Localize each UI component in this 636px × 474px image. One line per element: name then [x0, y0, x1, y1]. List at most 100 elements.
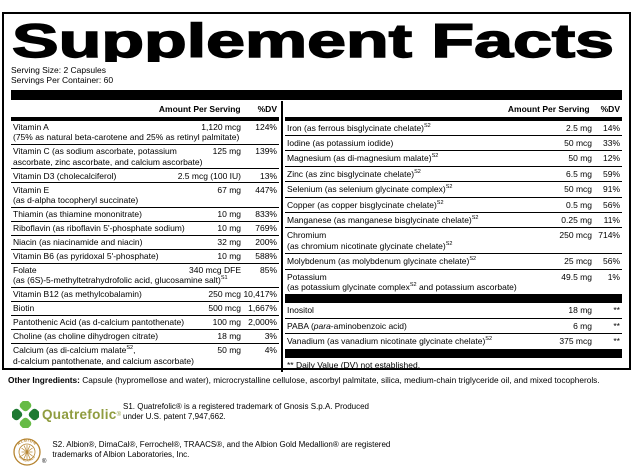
nutrient-detail: (as potassium glycinate complexS2 and po… [287, 281, 517, 292]
nutrient-detail: (as d-alpha tocopheryl succinate) [13, 195, 139, 206]
amount-value: 375 mcg [559, 336, 592, 347]
nutrient-name: Biotin [13, 303, 35, 314]
amount-value: 100 mg [212, 317, 241, 328]
amount-value: 0.25 mg [561, 214, 592, 225]
nutrient-name: Copper (as copper bisglycinate chelate)S… [287, 199, 444, 210]
left-rows: 1,120 mcg 124% Vitamin A (75% as natural be… [11, 121, 279, 368]
nutrient-name: Magnesium (as di-magnesium malate)S2 [287, 153, 439, 164]
dv-value: 447% [255, 184, 277, 195]
right-rows: 2.5 mg 14% Iron (as ferrous bisglycinate c… [285, 121, 622, 373]
nutrient-name: Calcium (as di-calcium malateS2, [13, 345, 136, 356]
s1-trademark-text: S1. Quatrefolic® is a registered tradema… [123, 402, 370, 421]
nutrient-row: 18 mg 3% Choline (as choline dihydrogen ci… [11, 329, 279, 343]
amount-dv-group: 50 mcg 91% [564, 184, 620, 194]
page-title: Supplement Facts [12, 18, 614, 62]
dv-value: 12% [602, 153, 620, 164]
nutrient-name: Vitamin C (as sodium ascorbate, potassiu… [13, 146, 203, 167]
dv-value: 200% [255, 237, 277, 248]
section-divider-bar [285, 294, 622, 303]
amount-dv-group: 6 mg ** [573, 321, 620, 331]
dv-value: ** [613, 336, 620, 347]
amount-value: 32 mg [217, 237, 241, 248]
section-divider-bar [285, 348, 622, 357]
nutrient-name: Iron (as ferrous bisglycinate chelate)S2 [287, 122, 431, 133]
amount-value: 10 mg [217, 251, 241, 262]
dv-value: 124% [255, 121, 277, 132]
amount-value: 2.5 mg [566, 122, 592, 133]
dv-value: ** [613, 320, 620, 331]
amount-value: 125 mg [212, 146, 241, 157]
amount-value: 50 mcg [564, 184, 592, 195]
nutrient-row: 250 mcg 10,417% Vitamin B12 (as methylcoba… [11, 287, 279, 301]
amount-dv-group: 50 mg 12% [568, 153, 620, 163]
nutrient-name: Chromium [287, 230, 327, 241]
nutrient-row: 1,120 mcg 124% Vitamin A (75% as natural be… [11, 121, 279, 144]
nutrient-name: Vitamin E [13, 184, 50, 195]
dv-value: ** [613, 305, 620, 316]
amount-dv-group: 2.5 mcg (100 IU) 13% [178, 171, 277, 181]
nutrient-name: Niacin (as niacinamide and niacin) [13, 237, 143, 248]
column-divider [281, 101, 283, 372]
nutrient-detail: (as (6S)-5-methyltetrahydrofolic acid, g… [13, 275, 228, 286]
quatrefolic-wordmark: Quatrefolic [42, 406, 117, 422]
nutrient-name: Folate [13, 265, 37, 276]
nutrient-row: 2.5 mg 14% Iron (as ferrous bisglycinate c… [285, 121, 622, 135]
nutrient-row: 25 mcg 56% Molybdenum (as molybdenum glyci… [285, 253, 622, 268]
title-graphic: Supplement Facts [11, 18, 614, 62]
albion-logo-top-text: ALBION [16, 437, 37, 446]
amount-value: 50 mcg [564, 137, 592, 148]
quatrefolic-trademark-note: Quatrefolic ® S1. Quatrefolic® is a regis… [12, 401, 389, 428]
amount-value: 10 mg [217, 223, 241, 234]
nutrient-name: Choline (as choline dihydrogen citrate) [13, 331, 159, 342]
nutrient-columns: Amount Per Serving %DV 1,120 mcg 124% Vita… [11, 101, 622, 372]
amount-dv-group: 0.5 mg 56% [566, 200, 620, 210]
nutrient-row: 32 mg 200% Niacin (as niacinamide and niac… [11, 234, 279, 249]
amount-dv-group: 250 mcg 10,417% [208, 289, 277, 299]
amount-value: 340 mcg DFE [189, 265, 241, 276]
nutrient-name: Iodine (as potassium iodide) [287, 137, 394, 148]
dv-value: 1,667% [248, 303, 277, 314]
nutrient-row: 100 mg 2,000% Pantothenic Acid (as d-calci… [11, 315, 279, 329]
dv-header: %DV [600, 104, 620, 114]
amount-dv-group: 49.5 mg 1% [561, 272, 620, 282]
amount-dv-group: 125 mg 139% [213, 146, 277, 156]
amount-dv-group: 32 mg 200% [217, 237, 277, 247]
amount-dv-group: 250 mcg 714% [559, 230, 620, 240]
dv-value: 2,000% [248, 317, 277, 328]
albion-logo: ALBION MINERALS ® [12, 437, 46, 469]
nutrient-row: 0.25 mg 11% Manganese (as manganese bisgly… [285, 211, 622, 227]
nutrient-name: Zinc (as zinc bisglycinate chelate)S2 [287, 168, 421, 179]
amount-dv-group: 0.25 mg 11% [561, 215, 620, 225]
dv-value: 3% [264, 331, 277, 342]
other-ingredients-label: Other Ingredients: [8, 375, 80, 385]
amount-dv-group: 67 mg 447% [217, 185, 277, 195]
nutrient-row: 375 mcg ** Vanadium (as vanadium nicotinat… [285, 333, 622, 348]
amount-value: 250 mcg [208, 289, 241, 300]
nutrient-row: 50 mcg 91% Selenium (as selenium glycinate… [285, 181, 622, 196]
nutrient-row: 125 mg 139% Vitamin C (as sodium ascorbate… [11, 143, 279, 168]
nutrient-row: 10 mg 588% Vitamin B6 (as pyridoxal 5'-pho… [11, 248, 279, 263]
dv-header: %DV [257, 104, 277, 114]
nutrient-name: Vitamin D3 (cholecalciferol) [13, 170, 117, 181]
nutrient-row: 0.5 mg 56% Copper (as copper bisglycinate … [285, 196, 622, 212]
right-column: Amount Per Serving %DV 2.5 mg 14% Iron (as… [285, 101, 622, 372]
other-ingredients-text: Capsule (hypromellose and water), microc… [82, 375, 600, 385]
dv-value: 139% [255, 146, 277, 157]
svg-text:MINERALS: MINERALS [18, 455, 36, 463]
nutrient-name: Inositol [287, 305, 314, 316]
dv-value: 588% [255, 251, 277, 262]
right-column-header: Amount Per Serving %DV [285, 101, 622, 121]
servings-per-container: Servings Per Container: 60 [11, 75, 114, 85]
dv-value: 33% [602, 137, 620, 148]
nutrient-name: Vitamin B12 (as methylcobalamin) [13, 289, 142, 300]
registered-mark: ® [42, 459, 47, 466]
amount-value: 49.5 mg [561, 271, 592, 282]
nutrient-name: Vanadium (as vanadium nicotinate glycina… [287, 336, 493, 347]
nutrient-row: 50 mg 4% Calcium (as di-calcium malateS2, d… [11, 343, 279, 367]
left-column: Amount Per Serving %DV 1,120 mcg 124% Vita… [11, 101, 279, 372]
amount-dv-group: 10 mg 769% [217, 223, 277, 233]
nutrient-name: Manganese (as manganese bisglycinate che… [287, 214, 479, 225]
amount-dv-group: 25 mcg 56% [564, 256, 620, 266]
amount-value: 250 mcg [559, 230, 592, 241]
